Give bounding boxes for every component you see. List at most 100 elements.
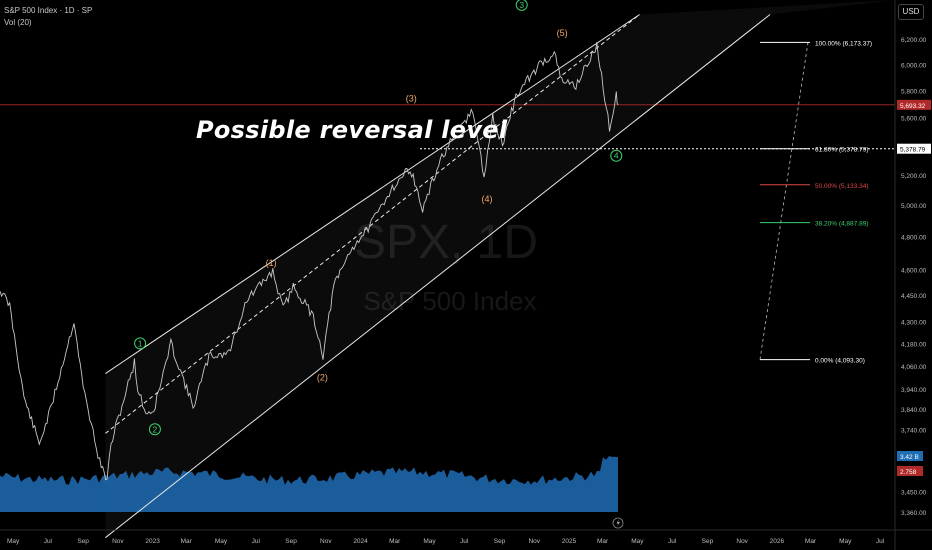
x-tick-label: Nov bbox=[736, 538, 748, 545]
x-tick-label: Mar bbox=[597, 538, 609, 545]
wave-text: 4 bbox=[614, 151, 619, 161]
lightning-icon-bolt bbox=[616, 519, 620, 527]
lightning-icon-circle bbox=[612, 517, 624, 529]
y-tick-label: 4,180.00 bbox=[901, 341, 927, 348]
x-tick-label: Jul bbox=[876, 538, 885, 545]
volume-tag bbox=[897, 466, 923, 476]
x-tick-label: Sep bbox=[702, 538, 714, 545]
wave-text: (1) bbox=[266, 258, 277, 268]
x-tick-label: Mar bbox=[389, 538, 401, 545]
y-tick-label: 6,200.00 bbox=[901, 37, 927, 44]
y-tick-label: 3,450.00 bbox=[901, 490, 927, 497]
x-tick-label: May bbox=[631, 538, 644, 545]
volume-indicator-title[interactable]: Vol (20) bbox=[4, 18, 32, 27]
y-tick-label: 4,300.00 bbox=[901, 320, 927, 327]
volume-pane bbox=[0, 456, 618, 512]
y-tick-label: 5,000.00 bbox=[901, 203, 927, 210]
y-tick-label: 3,840.00 bbox=[901, 407, 927, 414]
reversal-annotation: Possible reversal level bbox=[196, 116, 508, 144]
wave-label-1-orange: (1) bbox=[266, 258, 277, 268]
wave-label-3-green: 3 bbox=[515, 0, 528, 11]
time-axis: May Jul Sep Nov 2023 Mar May Jul Sep Nov 2024 Mar Ma… bbox=[0, 529, 932, 545]
x-tick-label: May bbox=[7, 538, 20, 545]
wave-label-4-orange: (4) bbox=[481, 194, 492, 204]
volume-bars bbox=[0, 456, 618, 512]
wave-text: (5) bbox=[557, 28, 568, 38]
y-tick-label: 4,800.00 bbox=[901, 235, 927, 242]
x-tick-label: Jul bbox=[668, 538, 677, 545]
wave-label-4-green: 4 bbox=[610, 149, 623, 162]
fibonacci-label-4: 0.00% (4,093.30) bbox=[815, 358, 865, 365]
wave-label-3-orange: (3) bbox=[406, 94, 417, 104]
wave-label-5-orange: (5) bbox=[557, 28, 568, 38]
reversal-level-label: 5,378.79 bbox=[900, 147, 926, 154]
x-tick-label: Nov bbox=[112, 538, 124, 545]
fibonacci-label-0: 100.00% (6,173.37) bbox=[815, 40, 872, 47]
y-tick-label: 3,940.00 bbox=[901, 387, 927, 394]
watermark-ticker: SPX, 1D bbox=[354, 216, 538, 269]
y-tick-label: 5,200.00 bbox=[901, 173, 927, 180]
x-tick-label: May bbox=[839, 538, 852, 545]
fibonacci-label-2: 50.00% (5,133.34) bbox=[815, 183, 868, 190]
watermark-name: S&P 500 Index bbox=[364, 286, 537, 316]
y-tick-label: 3,740.00 bbox=[901, 427, 927, 434]
last-price-label: 5,693.32 bbox=[900, 103, 926, 110]
wave-circle bbox=[610, 149, 623, 162]
x-tick-label: Sep bbox=[77, 538, 89, 545]
price-line bbox=[0, 42, 619, 481]
y-tick-label: 4,060.00 bbox=[901, 364, 927, 371]
x-tick-label: Nov bbox=[320, 538, 332, 545]
fibonacci-tool: 100.00% (6,173.37) 61.80% (5,378.79) 50.00… bbox=[759, 40, 872, 365]
volume-tag-label: 3.42 B bbox=[900, 454, 919, 461]
wave-label-2-green: 2 bbox=[148, 423, 161, 436]
channel-upper-line bbox=[105, 14, 640, 374]
x-tick-label: Sep bbox=[285, 538, 297, 545]
x-tick-label: May bbox=[423, 538, 436, 545]
last-price-tag bbox=[897, 99, 931, 110]
y-tick-label: 5,800.00 bbox=[901, 88, 927, 95]
x-tick-label: 2024 bbox=[353, 538, 368, 545]
symbol-title: S&P 500 Index · 1D · SP bbox=[4, 6, 93, 15]
volume-tag bbox=[897, 451, 923, 461]
wave-text: (4) bbox=[481, 194, 492, 204]
y-tick-label: 6,000.00 bbox=[901, 62, 927, 69]
wave-label-1-green: 1 bbox=[134, 337, 147, 350]
wave-text: 3 bbox=[519, 0, 524, 10]
x-tick-label: 2026 bbox=[770, 538, 785, 545]
currency-button[interactable]: USD bbox=[898, 4, 924, 20]
x-tick-label: Jul bbox=[44, 538, 53, 545]
x-tick-label: Jul bbox=[460, 538, 469, 545]
y-tick-label: 4,600.00 bbox=[901, 267, 927, 274]
volume-tag-label: 2.758 bbox=[900, 469, 917, 476]
y-tick-label: 3,360.00 bbox=[901, 510, 927, 517]
wave-circle bbox=[134, 337, 147, 350]
x-tick-label: Mar bbox=[805, 538, 817, 545]
x-tick-label: 2023 bbox=[145, 538, 160, 545]
wave-text: 1 bbox=[138, 338, 143, 348]
wave-circle bbox=[515, 0, 528, 11]
wave-text: 2 bbox=[153, 424, 158, 434]
fibonacci-trend-line bbox=[759, 42, 809, 360]
channel-band bbox=[105, 0, 895, 538]
y-tick-label: 4,450.00 bbox=[901, 293, 927, 300]
channel-lower-line bbox=[105, 14, 771, 539]
price-axis: 6,200.00 6,000.00 5,800.00 5,600.00 5,200.00… bbox=[894, 0, 931, 550]
x-tick-label: Jul bbox=[252, 538, 261, 545]
x-tick-label: Sep bbox=[494, 538, 506, 545]
lightning-icon bbox=[612, 517, 624, 529]
wave-text: (2) bbox=[317, 372, 328, 382]
y-tick-label: 5,600.00 bbox=[901, 116, 927, 123]
reversal-level-tag bbox=[897, 143, 931, 154]
wave-text: (3) bbox=[406, 94, 417, 104]
x-tick-label: May bbox=[215, 538, 228, 545]
x-tick-label: Mar bbox=[181, 538, 193, 545]
x-tick-label: 2025 bbox=[562, 538, 577, 545]
x-tick-label: Nov bbox=[528, 538, 540, 545]
fibonacci-label-1: 61.80% (5,378.79) bbox=[815, 147, 868, 154]
fibonacci-label-3: 38.20% (4,887.89) bbox=[815, 221, 868, 228]
channel-mid-line bbox=[105, 14, 640, 434]
wave-label-2-orange: (2) bbox=[317, 372, 328, 382]
wave-circle bbox=[148, 423, 161, 436]
